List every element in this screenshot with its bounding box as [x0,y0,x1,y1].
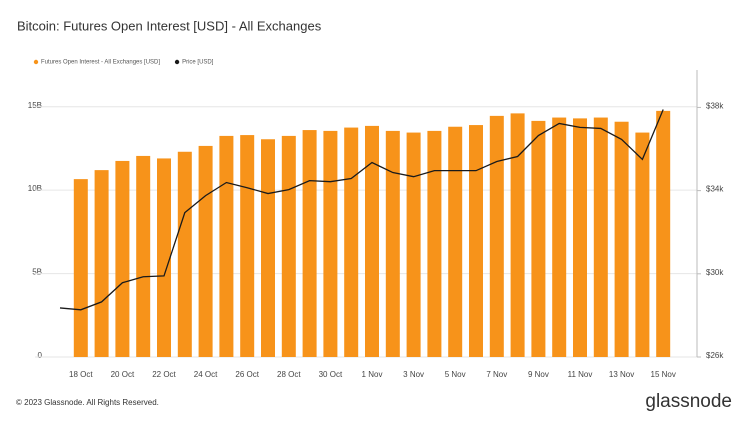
bar [510,113,525,357]
x-tick-label: 1 Nov [362,370,383,379]
x-tick-label: 20 Oct [111,370,135,379]
bar [115,160,130,357]
copyright: © 2023 Glassnode. All Rights Reserved. [16,398,159,407]
bar [136,155,151,357]
bar [656,110,671,357]
y-tick-label: 15B [28,101,42,110]
bar [489,115,504,357]
y-tick-label: 10B [28,184,42,193]
bar [448,126,463,357]
legend-marker [33,59,39,65]
bar [73,179,88,357]
y2-tick-label: $30k [706,268,724,277]
x-tick-label: 3 Nov [403,370,424,379]
x-tick-label: 26 Oct [235,370,259,379]
x-tick-label: 13 Nov [609,370,634,379]
brand-logo: glassnode [645,391,732,412]
y2-tick-label: $38k [706,102,724,111]
bar [177,151,192,357]
y-tick-label: 0 [38,351,43,360]
x-tick-label: 15 Nov [651,370,676,379]
x-tick-label: 28 Oct [277,370,301,379]
bar [323,130,338,357]
x-tick-label: 30 Oct [319,370,343,379]
chart-title: Bitcoin: Futures Open Interest [USD] - A… [17,18,322,33]
bar [281,135,296,357]
x-tick-label: 9 Nov [528,370,549,379]
bar [593,117,608,357]
y2-tick-label: $26k [706,351,724,360]
bar [531,120,546,357]
bar [385,130,400,357]
bar [94,170,109,357]
bar [261,139,275,357]
bar [427,130,442,357]
legend-label: Futures Open Interest - All Exchanges [U… [41,60,160,66]
x-tick-label: 5 Nov [445,370,466,379]
x-tick-label: 11 Nov [568,370,593,379]
bar [635,132,650,357]
bar [406,132,421,357]
x-tick-label: 22 Oct [152,370,176,379]
bar [614,121,629,357]
x-tick-label: 7 Nov [486,370,507,379]
y-tick-label: 5B [32,268,42,277]
x-tick-label: 24 Oct [194,370,218,379]
legend-marker [174,59,180,65]
bar [219,135,234,357]
price-line [59,109,664,311]
bar [552,117,567,357]
bar [240,135,255,357]
bar [469,125,483,357]
bar [365,125,379,357]
y2-tick-label: $34k [706,185,724,194]
bar [302,130,317,357]
bar [573,118,587,358]
bar [344,127,359,357]
legend-label: Price [USD] [182,60,214,66]
bar [198,145,213,357]
bar [157,158,171,357]
x-tick-label: 18 Oct [69,370,93,379]
